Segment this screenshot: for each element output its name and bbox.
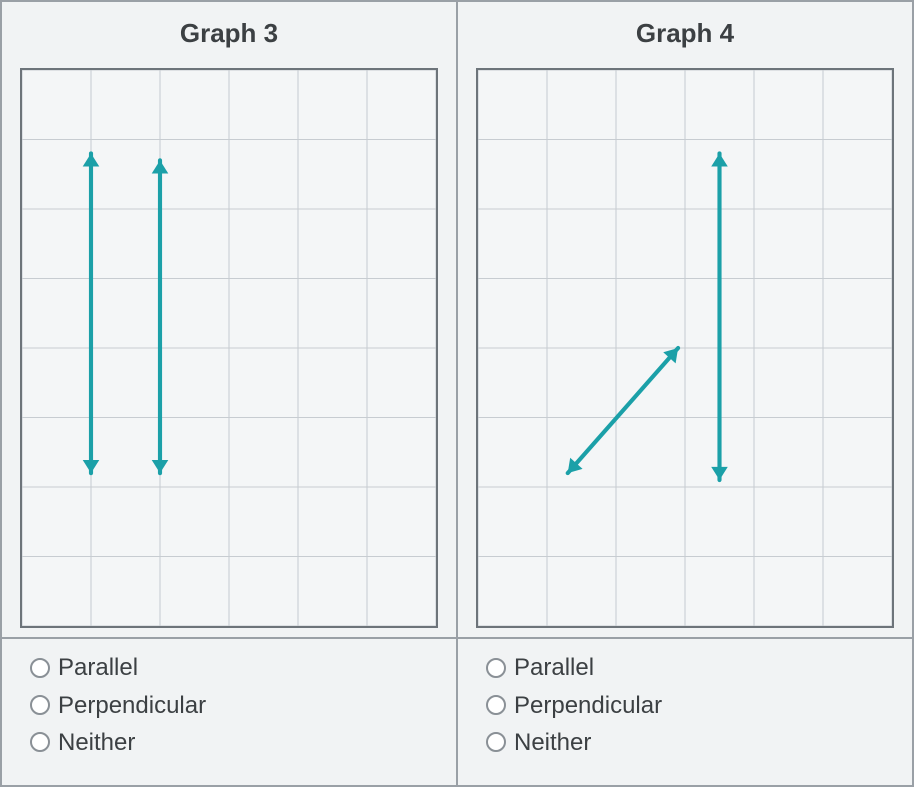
graph-panel: Graph 4 Parallel Perpendicular Neither xyxy=(458,0,914,787)
graph-box xyxy=(20,68,438,628)
answer-option[interactable]: Neither xyxy=(30,724,436,761)
panel-title-row: Graph 4 xyxy=(458,2,912,64)
graph-svg xyxy=(478,70,892,626)
panel-title-row: Graph 3 xyxy=(2,2,456,64)
radio-icon[interactable] xyxy=(486,695,506,715)
radio-icon[interactable] xyxy=(30,732,50,752)
answer-label: Neither xyxy=(58,724,135,761)
graph-area xyxy=(458,64,912,637)
answer-option[interactable]: Parallel xyxy=(486,649,892,686)
answer-label: Neither xyxy=(514,724,591,761)
radio-icon[interactable] xyxy=(30,658,50,678)
answer-option[interactable]: Neither xyxy=(486,724,892,761)
answer-label: Parallel xyxy=(58,649,138,686)
graph-box xyxy=(476,68,894,628)
radio-icon[interactable] xyxy=(486,658,506,678)
answer-group: Parallel Perpendicular Neither xyxy=(2,637,456,785)
graph-area xyxy=(2,64,456,637)
panel-title: Graph 3 xyxy=(180,18,278,49)
panel-title: Graph 4 xyxy=(636,18,734,49)
radio-icon[interactable] xyxy=(486,732,506,752)
answer-option[interactable]: Perpendicular xyxy=(30,687,436,724)
graph-panel: Graph 3 Parallel Perpendicular Neither xyxy=(0,0,458,787)
answer-label: Perpendicular xyxy=(58,687,206,724)
answer-label: Parallel xyxy=(514,649,594,686)
graph-svg xyxy=(22,70,436,626)
answer-label: Perpendicular xyxy=(514,687,662,724)
answer-option[interactable]: Perpendicular xyxy=(486,687,892,724)
answer-group: Parallel Perpendicular Neither xyxy=(458,637,912,785)
answer-option[interactable]: Parallel xyxy=(30,649,436,686)
radio-icon[interactable] xyxy=(30,695,50,715)
